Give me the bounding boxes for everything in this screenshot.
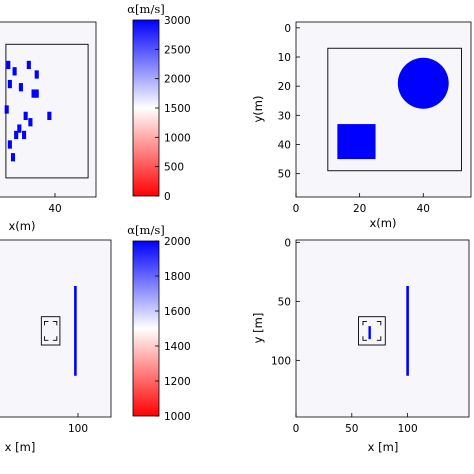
y-tick-label: 10 xyxy=(278,52,291,64)
y-tick-label: 0 xyxy=(284,237,291,249)
y-tick-label: 50 xyxy=(278,169,291,181)
colorbar-tick-label: 1200 xyxy=(164,376,191,388)
panel-top-left: 40 x(m) xyxy=(0,21,97,233)
x-tick-label: 40 xyxy=(48,203,61,215)
scatterer-square xyxy=(34,89,39,98)
x-tick-label: 50 xyxy=(345,423,358,435)
colorbar-tick-label: 1600 xyxy=(164,306,191,318)
y-tick-label: 100 xyxy=(271,355,291,367)
colorbar-gradient xyxy=(132,19,160,197)
colorbar-tick-label: 2000 xyxy=(164,74,191,86)
inner-corner-marks xyxy=(43,320,58,341)
x-tick-label: 100 xyxy=(398,423,418,435)
y-tick-label: 20 xyxy=(278,81,291,93)
colorbar-tick-label: 1500 xyxy=(164,103,191,115)
scatterer-square xyxy=(31,89,36,98)
colorbar-tick-label: 1000 xyxy=(164,411,191,423)
x-tick-label: 100 xyxy=(68,423,88,435)
scatterer-square xyxy=(10,153,16,162)
plot-area xyxy=(0,21,97,198)
x-tick-label: 20 xyxy=(353,203,366,215)
colorbar-tick-label: 2000 xyxy=(164,236,191,248)
colorbar-tick-label: 1800 xyxy=(164,271,191,283)
y-tick-label: 0 xyxy=(284,23,291,35)
scatterer-square xyxy=(26,60,31,70)
colorbar-top: α[m/s] 0 500 1000 1500 2000 2500 3000 xyxy=(127,2,190,203)
y-axis-label: y(m) xyxy=(251,96,265,123)
plot-area xyxy=(0,239,112,418)
scatterer-square xyxy=(17,124,22,133)
scatterer-square xyxy=(6,60,11,70)
panel-top-right: 0 20 40 0 10 20 30 40 50 x(m) y(m) xyxy=(251,21,472,230)
colorbar-tick-label: 1400 xyxy=(164,341,191,353)
scatterer-square xyxy=(34,70,39,79)
y-axis-label: y [m] xyxy=(251,313,265,344)
scatterer-square xyxy=(28,118,33,127)
scatterer-square xyxy=(7,140,12,149)
outer-box xyxy=(358,316,386,346)
scatterer-square xyxy=(337,124,376,160)
colorbar-gradient xyxy=(132,240,160,417)
x-axis-label: x [m] xyxy=(368,440,399,454)
scatterer-square xyxy=(12,67,17,76)
colorbar-tick-label: 1000 xyxy=(164,132,191,144)
colorbar-tick-label: 500 xyxy=(164,162,184,174)
colorbar-tick-label: 0 xyxy=(164,191,171,203)
plot-area xyxy=(295,21,472,198)
scatterer-square xyxy=(4,105,9,114)
x-tick-label: 0 xyxy=(293,203,300,215)
plot-area xyxy=(295,239,470,418)
inner-corner-marks xyxy=(362,320,382,341)
colorbar-tick-label: 3000 xyxy=(164,15,191,27)
x-axis-label: x(m) xyxy=(9,219,36,233)
x-tick-label: 40 xyxy=(417,203,430,215)
scatterer-square xyxy=(47,111,52,120)
scatterer-square xyxy=(23,111,28,120)
scatterer-square xyxy=(22,130,27,140)
outer-box xyxy=(40,316,61,346)
scatterer-circle xyxy=(397,57,449,109)
domain-box xyxy=(327,47,462,172)
colorbar-tick-label: 2500 xyxy=(164,44,191,56)
panel-bottom-left: 100 x [m] xyxy=(0,239,112,454)
colorbar-bottom: α[m/s] 1000 1200 1400 1600 1800 2000 xyxy=(127,223,190,423)
scatterer-square xyxy=(14,130,19,140)
scatterer-square xyxy=(7,79,12,89)
colorbar-title: α[m/s] xyxy=(127,223,164,237)
y-tick-label: 50 xyxy=(278,296,291,308)
x-axis-label: x [m] xyxy=(5,440,36,454)
panel-bottom-right: 0 50 100 0 50 100 x [m] y [m] xyxy=(251,237,470,454)
x-axis-label: x(m) xyxy=(370,216,397,230)
scatterer-square xyxy=(18,83,23,92)
y-tick-label: 30 xyxy=(278,110,291,122)
colorbar-title: α[m/s] xyxy=(127,2,164,16)
y-tick-label: 40 xyxy=(278,140,291,152)
x-tick-label: 0 xyxy=(293,423,300,435)
